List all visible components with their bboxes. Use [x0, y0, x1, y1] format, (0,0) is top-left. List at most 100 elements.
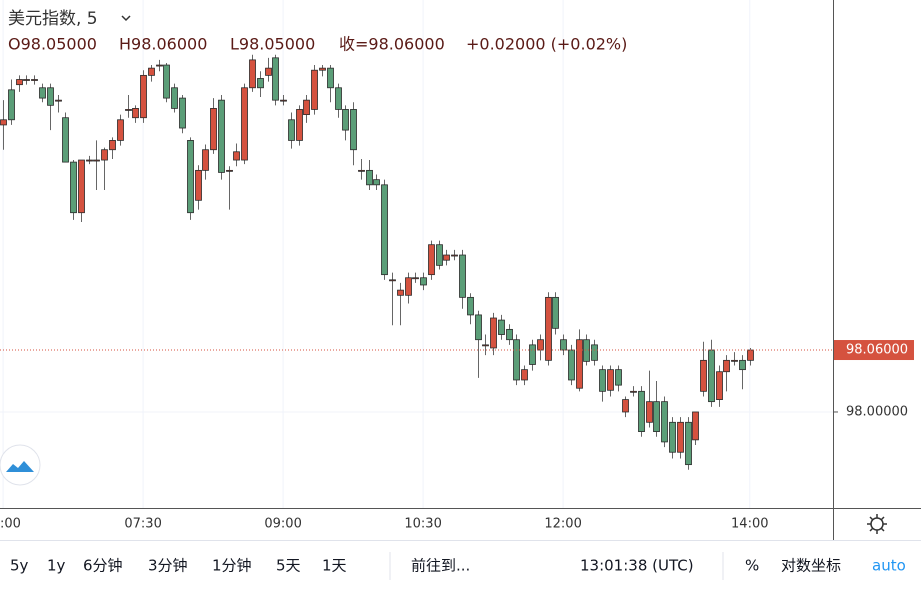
goto-button[interactable]: 前往到... — [411, 557, 470, 575]
candle-body — [156, 64, 163, 67]
candle-body — [583, 339, 590, 362]
candle-body — [692, 411, 699, 441]
range-button[interactable]: 1分钟 — [212, 557, 252, 575]
candle-body — [708, 349, 715, 403]
range-button[interactable]: 5y — [10, 557, 29, 575]
ohlc-open: O98.05000 — [8, 35, 97, 54]
candle-body — [700, 359, 707, 392]
candle-body — [482, 344, 489, 347]
candle-body — [545, 296, 552, 361]
candle-body — [296, 109, 303, 141]
y-tick-label: 98.00000 — [846, 404, 908, 419]
settings-icon[interactable] — [867, 514, 887, 534]
candle-body — [405, 277, 412, 296]
last-price-label: 98.06000 — [846, 343, 908, 358]
candle-body — [249, 59, 256, 89]
candle-body — [358, 169, 365, 172]
log-toggle[interactable]: 对数坐标 — [781, 557, 841, 575]
range-button[interactable]: 6分钟 — [83, 557, 123, 575]
candle-body — [101, 149, 108, 161]
candle-body — [280, 99, 287, 102]
range-button[interactable]: 3分钟 — [148, 557, 188, 575]
candle-body — [397, 289, 404, 296]
candle-body — [459, 254, 466, 298]
candle-body — [373, 179, 380, 186]
range-button[interactable]: 1天 — [322, 557, 347, 575]
candle-body — [436, 244, 443, 266]
candle-body — [537, 339, 544, 351]
range-button[interactable]: 5天 — [276, 557, 301, 575]
candle-body — [661, 401, 668, 443]
candle-body — [195, 169, 202, 201]
candle-body — [8, 89, 15, 121]
candle-body — [241, 87, 248, 161]
candle-body — [653, 401, 660, 432]
candle-body — [47, 87, 54, 106]
candle-body — [288, 119, 295, 141]
candle-body — [86, 159, 93, 162]
candle-body — [140, 74, 147, 119]
candle-body — [506, 328, 513, 341]
plot — [0, 0, 833, 508]
candle-body — [311, 69, 318, 110]
candle-body — [490, 317, 497, 349]
logo-mark — [6, 461, 34, 472]
x-tick-label: :00 — [0, 517, 21, 532]
percent-toggle[interactable]: % — [745, 557, 759, 575]
candle-body — [716, 371, 723, 400]
x-tick-label: 12:00 — [544, 517, 581, 532]
candle-body — [335, 87, 342, 110]
candle-body — [412, 277, 419, 280]
candle-body — [210, 108, 217, 151]
title-chevron[interactable] — [121, 15, 131, 22]
candle-body — [202, 149, 209, 171]
candle-body — [70, 161, 77, 214]
candle-body — [109, 140, 116, 151]
candle-body — [560, 339, 567, 351]
candle-body — [31, 79, 38, 81]
auto-toggle[interactable]: auto — [872, 557, 906, 575]
candle-body — [55, 99, 62, 102]
ohlc-high: H98.06000 — [119, 35, 207, 54]
candle-body — [226, 169, 233, 172]
candle-body — [513, 339, 520, 381]
candle-body — [498, 319, 505, 335]
candle-body — [521, 369, 528, 381]
candle-body — [646, 401, 653, 423]
candle-body — [568, 349, 575, 381]
candle-body — [420, 277, 427, 286]
candle-body — [39, 87, 46, 99]
candle-body — [381, 184, 388, 276]
candle-body — [723, 359, 730, 373]
candle-body — [467, 296, 474, 316]
range-button[interactable]: 1y — [47, 557, 66, 575]
candle-body — [16, 79, 23, 86]
candle-body — [552, 296, 559, 329]
candle-body — [591, 344, 598, 361]
candle-body — [319, 67, 326, 71]
chart-title: 美元指数, 5 — [8, 9, 98, 29]
candle-body — [747, 349, 754, 361]
ohlc-low: L98.05000 — [230, 35, 315, 54]
candle-body — [93, 159, 100, 162]
candle-body — [78, 159, 85, 214]
candle-body — [475, 314, 482, 341]
candle-body — [366, 169, 373, 186]
candle-body — [677, 421, 684, 453]
candle-body — [117, 119, 124, 141]
candle-body — [443, 254, 450, 261]
candle-body — [350, 109, 357, 151]
candle-body — [451, 254, 458, 257]
candle-body — [0, 119, 7, 126]
candle-body — [739, 359, 746, 371]
candle-body — [389, 279, 396, 282]
x-tick-label: 09:00 — [264, 517, 301, 532]
candle-body — [148, 67, 155, 76]
candle-body — [669, 421, 676, 453]
logo[interactable] — [0, 444, 41, 486]
candle-body — [257, 78, 264, 89]
candle-body — [342, 109, 349, 131]
candle-body — [132, 108, 139, 119]
candle-body — [622, 399, 629, 413]
